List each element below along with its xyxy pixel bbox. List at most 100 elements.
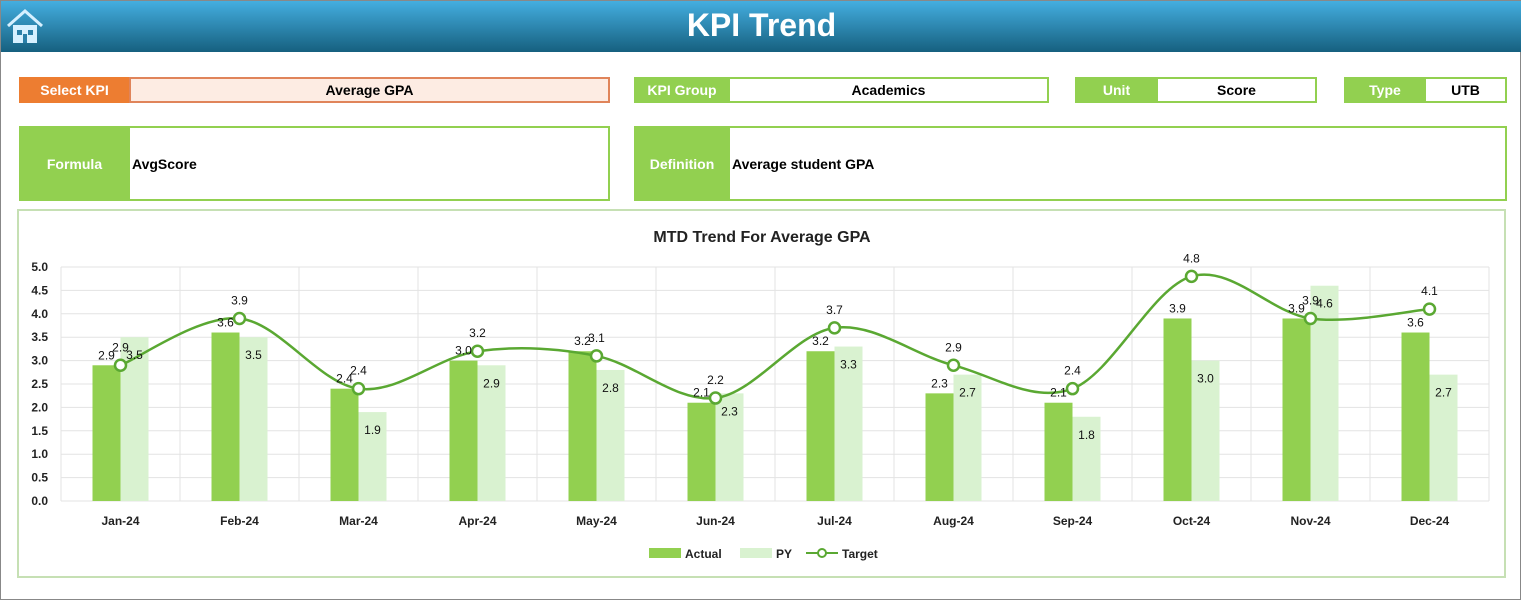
data-label-py: 2.7 [1435,386,1452,400]
data-label-py: 3.3 [840,358,857,372]
legend-py: PY [776,547,792,561]
data-label-target: 4.8 [1183,251,1200,265]
data-label-py: 3.5 [245,348,262,362]
select-kpi-dropdown[interactable]: Average GPA [129,77,610,103]
data-label-target: 3.7 [826,303,843,317]
x-tick-label: Oct-24 [1173,514,1211,528]
data-label-py: 4.6 [1316,297,1333,311]
kpi-group-value: Academics [728,77,1049,103]
data-label-target: 4.1 [1421,284,1438,298]
data-label-target: 3.9 [1302,293,1319,307]
target-marker [1065,381,1080,396]
type-value: UTB [1424,77,1507,103]
data-label-actual: 3.2 [812,334,829,348]
target-marker [589,349,604,363]
target-marker [708,391,723,405]
x-tick-label: Sep-24 [1053,514,1093,528]
legend-py-swatch [740,548,772,558]
data-label-actual: 3.2 [574,334,591,348]
legend-actual: Actual [685,547,722,561]
bar-py [953,374,982,501]
data-label-actual: 3.6 [1407,316,1424,330]
target-marker [946,358,961,373]
target-marker [1422,302,1437,316]
data-label-actual: 2.3 [931,376,948,390]
x-tick-label: Jan-24 [101,514,139,528]
target-marker [1303,311,1318,326]
bar-py [239,337,268,501]
y-tick-label: 0.5 [31,471,48,485]
bar-actual [92,365,121,501]
unit-label: Unit [1075,77,1158,103]
chart-container [17,209,1506,578]
y-tick-label: 5.0 [31,260,48,274]
bar-actual [449,360,478,501]
target-marker [113,358,128,373]
data-label-target: 3.1 [588,331,605,345]
data-label-py: 2.3 [721,404,738,418]
bar-actual [1401,332,1430,501]
x-tick-label: Apr-24 [458,514,496,528]
data-label-target: 2.9 [112,340,129,354]
x-tick-label: Dec-24 [1410,514,1450,528]
x-tick-label: Jul-24 [817,514,852,528]
page-title: KPI Trend [686,7,837,43]
bar-py [1072,416,1101,501]
data-label-py: 2.9 [483,376,500,390]
y-tick-label: 3.0 [31,354,48,368]
home-icon[interactable] [5,7,45,45]
x-tick-label: May-24 [576,514,617,528]
data-label-actual: 2.1 [1050,386,1067,400]
data-label-target: 2.4 [350,364,367,378]
legend-actual-swatch [649,548,681,558]
definition-label: Definition [634,126,730,201]
bar-py [477,365,506,501]
bar-py [1191,360,1220,501]
bar-actual [925,393,954,501]
unit-value: Score [1156,77,1317,103]
bar-py [834,346,863,501]
bar-py [596,369,625,501]
data-label-actual: 2.1 [693,386,710,400]
bar-py [715,393,744,501]
data-label-py: 3.5 [126,348,143,362]
data-label-py: 2.8 [602,381,619,395]
data-label-actual: 3.9 [1288,301,1305,315]
data-label-py: 1.8 [1078,428,1095,442]
legend-target-marker [817,548,827,558]
y-tick-label: 1.5 [31,424,48,438]
bar-actual [687,402,716,501]
data-label-target: 3.2 [469,326,486,340]
bar-py [1429,374,1458,501]
chart-legend: Actual PY Target [649,547,878,561]
type-label: Type [1344,77,1426,103]
chart-title: MTD Trend For Average GPA [653,229,871,246]
target-marker [470,344,485,358]
target-marker [827,321,842,335]
target-marker [232,311,247,326]
x-tick-label: Mar-24 [339,514,378,528]
bar-py [358,412,387,501]
y-tick-label: 2.5 [31,377,48,391]
y-tick-label: 2.0 [31,400,48,414]
bar-actual [1282,318,1311,501]
data-label-py: 2.7 [959,386,976,400]
data-label-py: 3.0 [1197,372,1214,386]
y-tick-label: 4.5 [31,283,48,297]
data-label-actual: 3.0 [455,344,472,358]
x-tick-label: Aug-24 [933,514,974,528]
data-label-actual: 2.9 [98,348,115,362]
kpi-group-label: KPI Group [634,77,730,103]
y-tick-label: 3.5 [31,330,48,344]
bar-actual [1163,318,1192,501]
legend-target: Target [842,547,878,561]
bar-actual [806,351,835,501]
x-tick-label: Jun-24 [696,514,735,528]
y-tick-label: 4.0 [31,307,48,321]
y-tick-label: 1.0 [31,447,48,461]
data-label-target: 2.2 [707,373,724,387]
target-marker [1184,269,1199,284]
data-label-target: 3.9 [231,293,248,307]
bar-actual [330,388,359,501]
